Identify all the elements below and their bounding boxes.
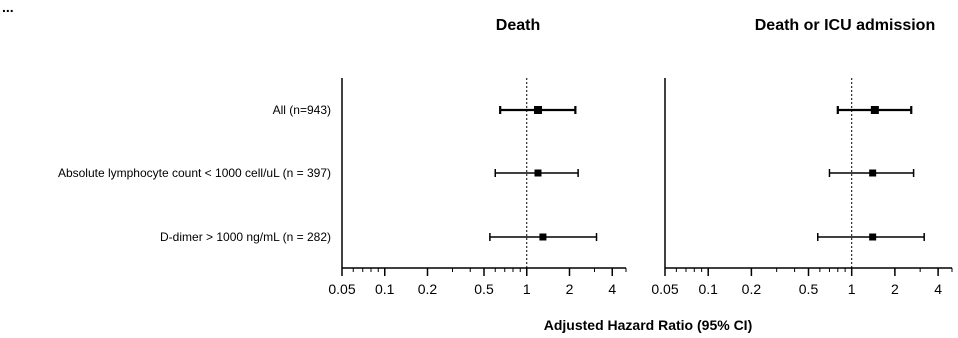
category-labels: All (n=943) Absolute lymphocyte count < 1… bbox=[58, 103, 331, 244]
x-tick-label: 4 bbox=[608, 281, 616, 297]
x-tick-label: 0.2 bbox=[418, 281, 438, 297]
x-tick-label: 0.1 bbox=[375, 281, 395, 297]
panel-title-death-or-icu: Death or ICU admission bbox=[755, 17, 935, 34]
point-estimate bbox=[539, 233, 547, 241]
panel-death-or-icu: Death or ICU admission 0.05 0.1 0.2 0.5 1 2 4 bbox=[651, 17, 953, 297]
x-tick-label: 0.5 bbox=[799, 281, 819, 297]
x-tick-label: 0.05 bbox=[328, 281, 355, 297]
category-label: All (n=943) bbox=[273, 103, 331, 117]
x-tick-label: 2 bbox=[566, 281, 574, 297]
x-tick-label: 0.5 bbox=[474, 281, 494, 297]
point-estimate bbox=[533, 106, 542, 114]
x-tick-label: 1 bbox=[523, 281, 531, 297]
point-estimate bbox=[870, 106, 879, 114]
x-tick-label: 0.2 bbox=[742, 281, 762, 297]
point-estimate bbox=[534, 169, 542, 177]
x-axis-label: Adjusted Hazard Ratio (95% CI) bbox=[544, 317, 752, 333]
panel-death: Death 0.05 0.1 0.2 0.5 1 2 4 bbox=[328, 17, 627, 297]
x-tick-label: 1 bbox=[848, 281, 856, 297]
category-label: Absolute lymphocyte count < 1000 cell/uL… bbox=[58, 166, 331, 180]
x-tick-label: 2 bbox=[891, 281, 899, 297]
point-estimate bbox=[869, 233, 877, 241]
point-estimate bbox=[869, 169, 877, 177]
x-tick-label: 0.1 bbox=[698, 281, 718, 297]
panel-title-death: Death bbox=[496, 17, 540, 34]
x-tick-label: 0.05 bbox=[651, 281, 678, 297]
header-fragment: ... bbox=[2, 0, 14, 15]
category-label: D-dimer > 1000 ng/mL (n = 282) bbox=[160, 230, 331, 244]
x-tick-label: 4 bbox=[934, 281, 942, 297]
